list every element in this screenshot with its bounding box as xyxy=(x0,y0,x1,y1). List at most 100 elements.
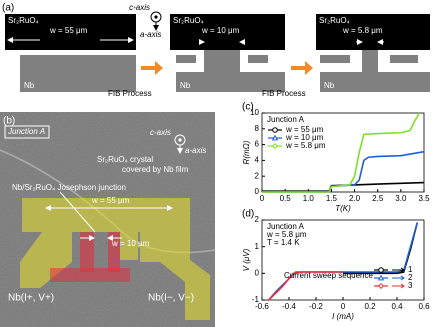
x-tick-label: 1.5 xyxy=(326,194,338,203)
base-label: Nb xyxy=(324,81,335,90)
x-tick-label: 2.0 xyxy=(349,194,361,203)
nb-film xyxy=(320,72,430,92)
x-axis-label: I (mA) xyxy=(332,312,354,321)
base-label: Nb xyxy=(24,81,35,90)
legend-marker xyxy=(377,282,385,290)
c-axis-dot xyxy=(178,138,182,142)
legend-label: 3 xyxy=(408,281,413,290)
panel-label: (d) xyxy=(242,209,254,220)
crystal-label: covered by Nb film xyxy=(122,165,189,174)
legend-label: 2 xyxy=(408,273,413,282)
nb-lead-overlay xyxy=(20,198,190,288)
process-label: FIB Process xyxy=(108,89,152,98)
annotation: Junction A xyxy=(267,115,305,124)
nb-pad xyxy=(320,55,350,63)
annotation: T = 1.4 K xyxy=(267,238,300,247)
series-line xyxy=(262,112,421,193)
crystal xyxy=(5,14,136,50)
width-label: w = 55 μm xyxy=(49,26,88,35)
crystal-label: Sr₂RuO₄ crystal xyxy=(97,155,153,164)
panel-b: (b) Junction A c-axis a-axis Sr₂RuO₄ cry… xyxy=(0,112,216,327)
width-label: w = 10 μm xyxy=(111,239,150,248)
y-tick-label: 0 xyxy=(255,187,260,196)
junction-label: Nb/Sr₂RuO₄ Josephson junction xyxy=(12,183,126,192)
nb-film xyxy=(20,55,136,92)
width-label: w = 55 μm xyxy=(91,196,130,205)
process-arrow xyxy=(141,61,163,75)
panel-label: (b) xyxy=(3,116,15,127)
series-line xyxy=(262,181,425,193)
panel-label: (c) xyxy=(242,102,254,113)
crystal xyxy=(316,14,430,50)
material-label: Sr₂RuO₄ xyxy=(319,16,350,25)
panel-label: (a) xyxy=(2,3,14,14)
panel-a: (a) c-axis a-axis Sr₂RuO₄ w = 55 μm Nb F… xyxy=(2,3,430,98)
legend-marker xyxy=(271,142,279,150)
legend-arrow xyxy=(392,275,405,281)
nb-pad-overlay xyxy=(80,232,94,272)
x-tick-label: 1.0 xyxy=(303,194,315,203)
chart: (c) 0 0.5 1.0 1.5 2.0 2.5 3.0 3.5 0 2 4 6 8 10 T(K) R(mΩ… xyxy=(242,102,430,213)
legend-label: w = 10 μm xyxy=(285,133,324,142)
material-label: Sr₂RuO₄ xyxy=(8,16,39,25)
a-axis-label: a-axis xyxy=(140,30,161,39)
crystal xyxy=(170,14,285,50)
series-line xyxy=(268,271,343,301)
x-tick-label: 0.6 xyxy=(418,302,430,311)
x-tick-label: -0.4 xyxy=(282,302,296,311)
x-tick-label: 0.4 xyxy=(391,302,403,311)
legend-label: w = 55 μm xyxy=(285,125,324,134)
nb-pad xyxy=(390,55,418,63)
nb-junction xyxy=(362,50,378,74)
c-axis-label: c-axis xyxy=(150,128,171,137)
process-arrow xyxy=(291,61,313,75)
base-label: Nb xyxy=(180,81,191,90)
nb-pad-overlay xyxy=(108,232,120,272)
y-tick-label: 4 xyxy=(255,156,260,165)
x-tick-label: 3.0 xyxy=(395,194,407,203)
material-label: Sr₂RuO₄ xyxy=(173,16,204,25)
c-axis-label: c-axis xyxy=(129,3,150,12)
annotation: Junction A xyxy=(267,222,305,231)
width-label: w = 10 μm xyxy=(201,26,240,35)
legend-label: w = 5.8 μm xyxy=(285,141,326,150)
y-tick-label: 1 xyxy=(255,242,260,251)
legend-label: 1 xyxy=(408,265,413,274)
y-tick-label: 10 xyxy=(250,108,259,117)
x-tick-label: 3.5 xyxy=(418,194,430,203)
y-tick-label: 6 xyxy=(255,140,260,149)
y-axis-label: V (μV) xyxy=(242,248,251,271)
legend-marker xyxy=(271,134,279,141)
nb-film xyxy=(176,72,285,92)
x-tick-label: 0.5 xyxy=(280,194,292,203)
legend-arrow xyxy=(392,267,405,273)
x-tick-label: 2.5 xyxy=(372,194,384,203)
pointer-line xyxy=(59,191,96,233)
process-label: FIB Process xyxy=(262,89,306,98)
junction-label: Junction A xyxy=(7,127,45,136)
lead-label: Nb(I−, V−) xyxy=(148,293,194,304)
width-label: w = 5.8 μm xyxy=(342,26,383,35)
y-tick-label: 2 xyxy=(255,215,260,224)
a-axis-label: a-axis xyxy=(185,146,206,155)
x-tick-label: 0 xyxy=(341,302,346,311)
y-tick-label: 0 xyxy=(255,268,260,277)
junction-box xyxy=(4,125,50,139)
y-tick-label: -1 xyxy=(252,295,260,304)
nb-pad-overlay xyxy=(50,268,130,282)
legend-title: Current sweep sequence xyxy=(284,271,373,280)
y-tick-label: 8 xyxy=(255,124,260,133)
x-tick-label: -0.2 xyxy=(309,302,323,311)
nb-junction xyxy=(204,50,240,74)
nb-pad xyxy=(176,55,196,63)
y-tick-label: 2 xyxy=(255,171,260,180)
legend-marker xyxy=(378,267,384,273)
x-axis-label: T(K) xyxy=(335,204,351,213)
c-axis-dot xyxy=(154,15,158,19)
lead-label: Nb(I+, V+) xyxy=(8,293,54,304)
series-line xyxy=(343,222,419,275)
annotation: w = 5.8 μm xyxy=(266,230,307,239)
